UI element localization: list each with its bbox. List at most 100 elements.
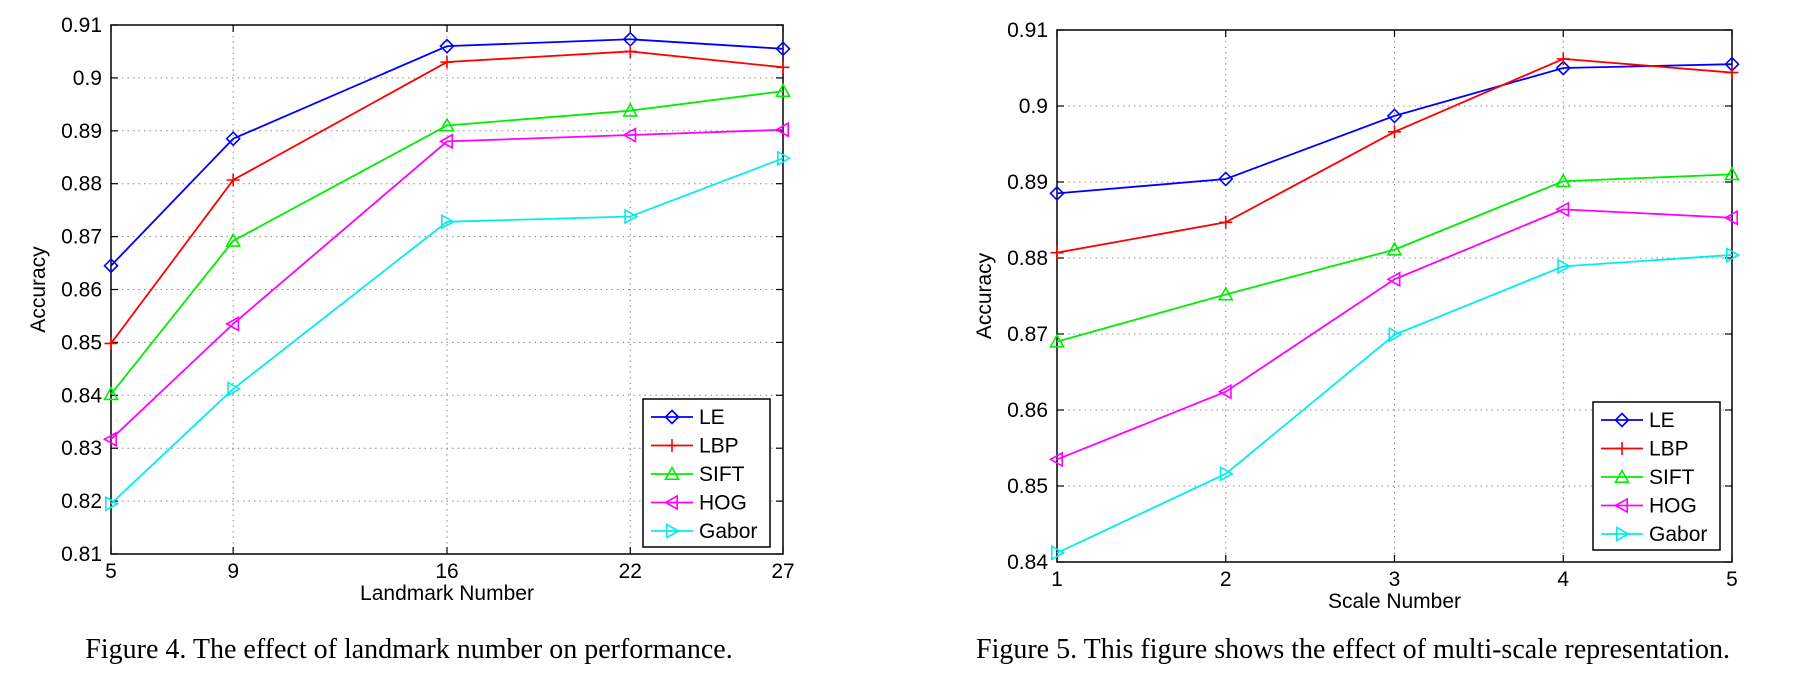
y-tick-label: 0.84 [61, 384, 102, 407]
y-tick-label: 0.82 [61, 490, 102, 513]
data-point [1386, 108, 1403, 124]
data-point [622, 102, 639, 117]
data-point [776, 150, 792, 167]
chart-1: 0.81 0.82 0.83 0.84 0.85 0.86 0.87 0.88 0.89 0.9 0… [27, 14, 795, 665]
data-point [438, 133, 454, 150]
data-point [1724, 166, 1740, 181]
series-line [1056, 63, 1733, 195]
y-tick-label: 0.91 [61, 14, 102, 37]
data-point [775, 82, 791, 98]
data-point [440, 213, 456, 230]
x-axis: 1 2 3 4 5 [1051, 30, 1738, 591]
data-point [775, 41, 791, 57]
legend-swatch-marker [1614, 412, 1630, 428]
series-lbp [1050, 52, 1739, 260]
data-point [105, 495, 120, 512]
legend-swatch-marker [665, 439, 679, 452]
data-point [774, 121, 790, 138]
series-hog [102, 121, 790, 448]
y-tick-label: 0.81 [61, 543, 102, 566]
data-point [1725, 66, 1739, 80]
series-gabor [1051, 247, 1741, 561]
series-line [110, 90, 784, 395]
data-point [102, 431, 117, 448]
chart-2: 0.84 0.85 0.86 0.87 0.88 0.89 0.9 0.91 1 2 3 4 5 Scal… [973, 19, 1741, 665]
x-tick-label: 5 [1726, 568, 1738, 591]
y-tick-label: 0.89 [1007, 171, 1048, 194]
y-tick-label: 0.85 [1007, 475, 1048, 498]
data-point [1388, 326, 1403, 343]
x-tick-label: 9 [227, 560, 239, 583]
data-point [439, 117, 455, 132]
y-tick-label: 0.91 [1007, 19, 1048, 42]
data-point [1555, 173, 1572, 188]
legend-label: LBP [699, 435, 739, 458]
series-line [110, 128, 784, 440]
y-axis: 0.84 0.85 0.86 0.87 0.88 0.89 0.9 0.91 [1007, 19, 1732, 574]
data-point [1049, 185, 1065, 202]
data-point [622, 127, 637, 143]
data-point [1723, 209, 1738, 226]
data-point [1386, 271, 1401, 288]
data-point [1555, 60, 1571, 76]
x-axis: 5 9 16 22 27 [105, 25, 795, 583]
data-point [1386, 241, 1403, 256]
data-point [624, 208, 639, 225]
y-tick-label: 0.83 [61, 437, 102, 460]
series-line [110, 157, 784, 505]
series-hog [1048, 201, 1738, 468]
legend-swatch-marker [1613, 497, 1628, 514]
legend-label: LE [699, 406, 725, 429]
data-point [1217, 383, 1232, 400]
x-tick-label: 4 [1557, 568, 1569, 591]
x-tick-label: 5 [105, 560, 117, 583]
x-tick-label: 27 [771, 560, 794, 583]
legend-box [1592, 401, 1721, 551]
data-point [1219, 215, 1233, 229]
legend-label: Gabor [1649, 523, 1707, 546]
legend-label: SIFT [699, 463, 745, 486]
y-tick-label: 0.86 [61, 279, 102, 302]
data-point [225, 232, 242, 247]
data-point [1556, 52, 1570, 66]
series-sift [1049, 166, 1740, 348]
legend-swatch-marker [1614, 468, 1630, 484]
data-point [1557, 258, 1572, 275]
y-tick-label: 0.87 [61, 226, 102, 249]
series-line [1056, 254, 1733, 554]
legend-swatch-marker [1616, 526, 1631, 542]
data-point [1051, 545, 1066, 561]
data-point [1217, 286, 1234, 301]
data-point [225, 316, 240, 332]
legend-swatch-marker [664, 465, 680, 481]
series-line [1056, 173, 1733, 343]
legend-swatch-marker [664, 409, 680, 425]
data-point [1048, 451, 1063, 468]
y-tick-label: 0.9 [73, 67, 102, 90]
y-axis: 0.81 0.82 0.83 0.84 0.85 0.86 0.87 0.88 0.89 0.9 0… [61, 14, 783, 566]
series-le [103, 31, 791, 274]
data-point [225, 131, 241, 147]
x-tick-label: 2 [1220, 568, 1232, 591]
legend-label: SIFT [1649, 466, 1695, 489]
data-point [1388, 125, 1401, 139]
legend-swatch-marker [665, 523, 681, 539]
y-tick-label: 0.89 [61, 120, 102, 143]
y-tick-label: 0.84 [1007, 551, 1048, 574]
x-tick-label: 16 [435, 560, 458, 583]
y-tick-label: 0.9 [1019, 95, 1048, 118]
figure-caption: Figure 5. This figure shows the effect o… [976, 634, 1730, 665]
data-point [776, 60, 790, 74]
data-point [227, 381, 242, 397]
y-tick-label: 0.88 [1007, 247, 1048, 270]
legend-label: HOG [1649, 495, 1697, 518]
x-tick-label: 22 [619, 560, 642, 583]
series-le [1049, 56, 1740, 202]
legend-box [642, 398, 771, 548]
series-line [110, 38, 784, 267]
data-point [1218, 171, 1234, 187]
y-tick-label: 0.88 [61, 173, 102, 196]
data-point [226, 173, 240, 187]
x-tick-label: 3 [1389, 568, 1401, 591]
